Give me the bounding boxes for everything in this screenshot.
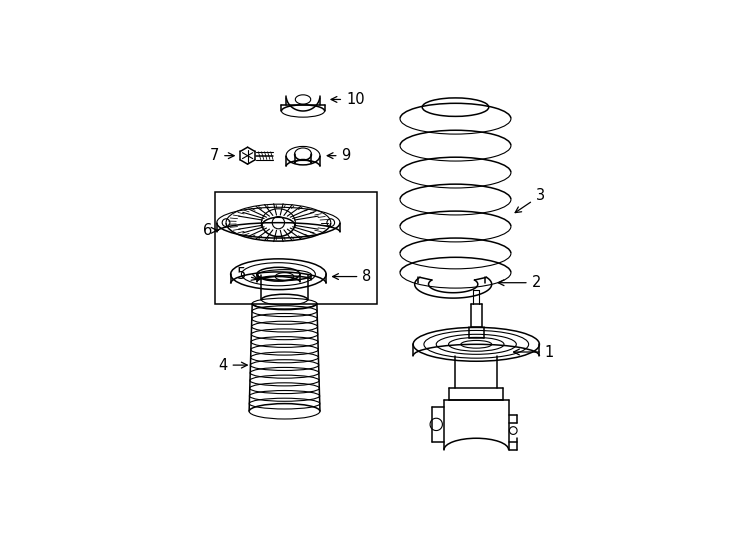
Text: 3: 3 xyxy=(515,188,545,213)
Text: 4: 4 xyxy=(218,357,247,373)
Text: 10: 10 xyxy=(331,92,365,107)
Text: 1: 1 xyxy=(514,345,554,360)
Text: 7: 7 xyxy=(210,148,234,163)
Text: 9: 9 xyxy=(327,148,351,163)
Text: 8: 8 xyxy=(333,269,371,284)
Text: 5: 5 xyxy=(237,267,258,282)
Bar xyxy=(215,192,377,303)
Text: 2: 2 xyxy=(498,275,541,290)
Text: 6: 6 xyxy=(203,223,218,238)
